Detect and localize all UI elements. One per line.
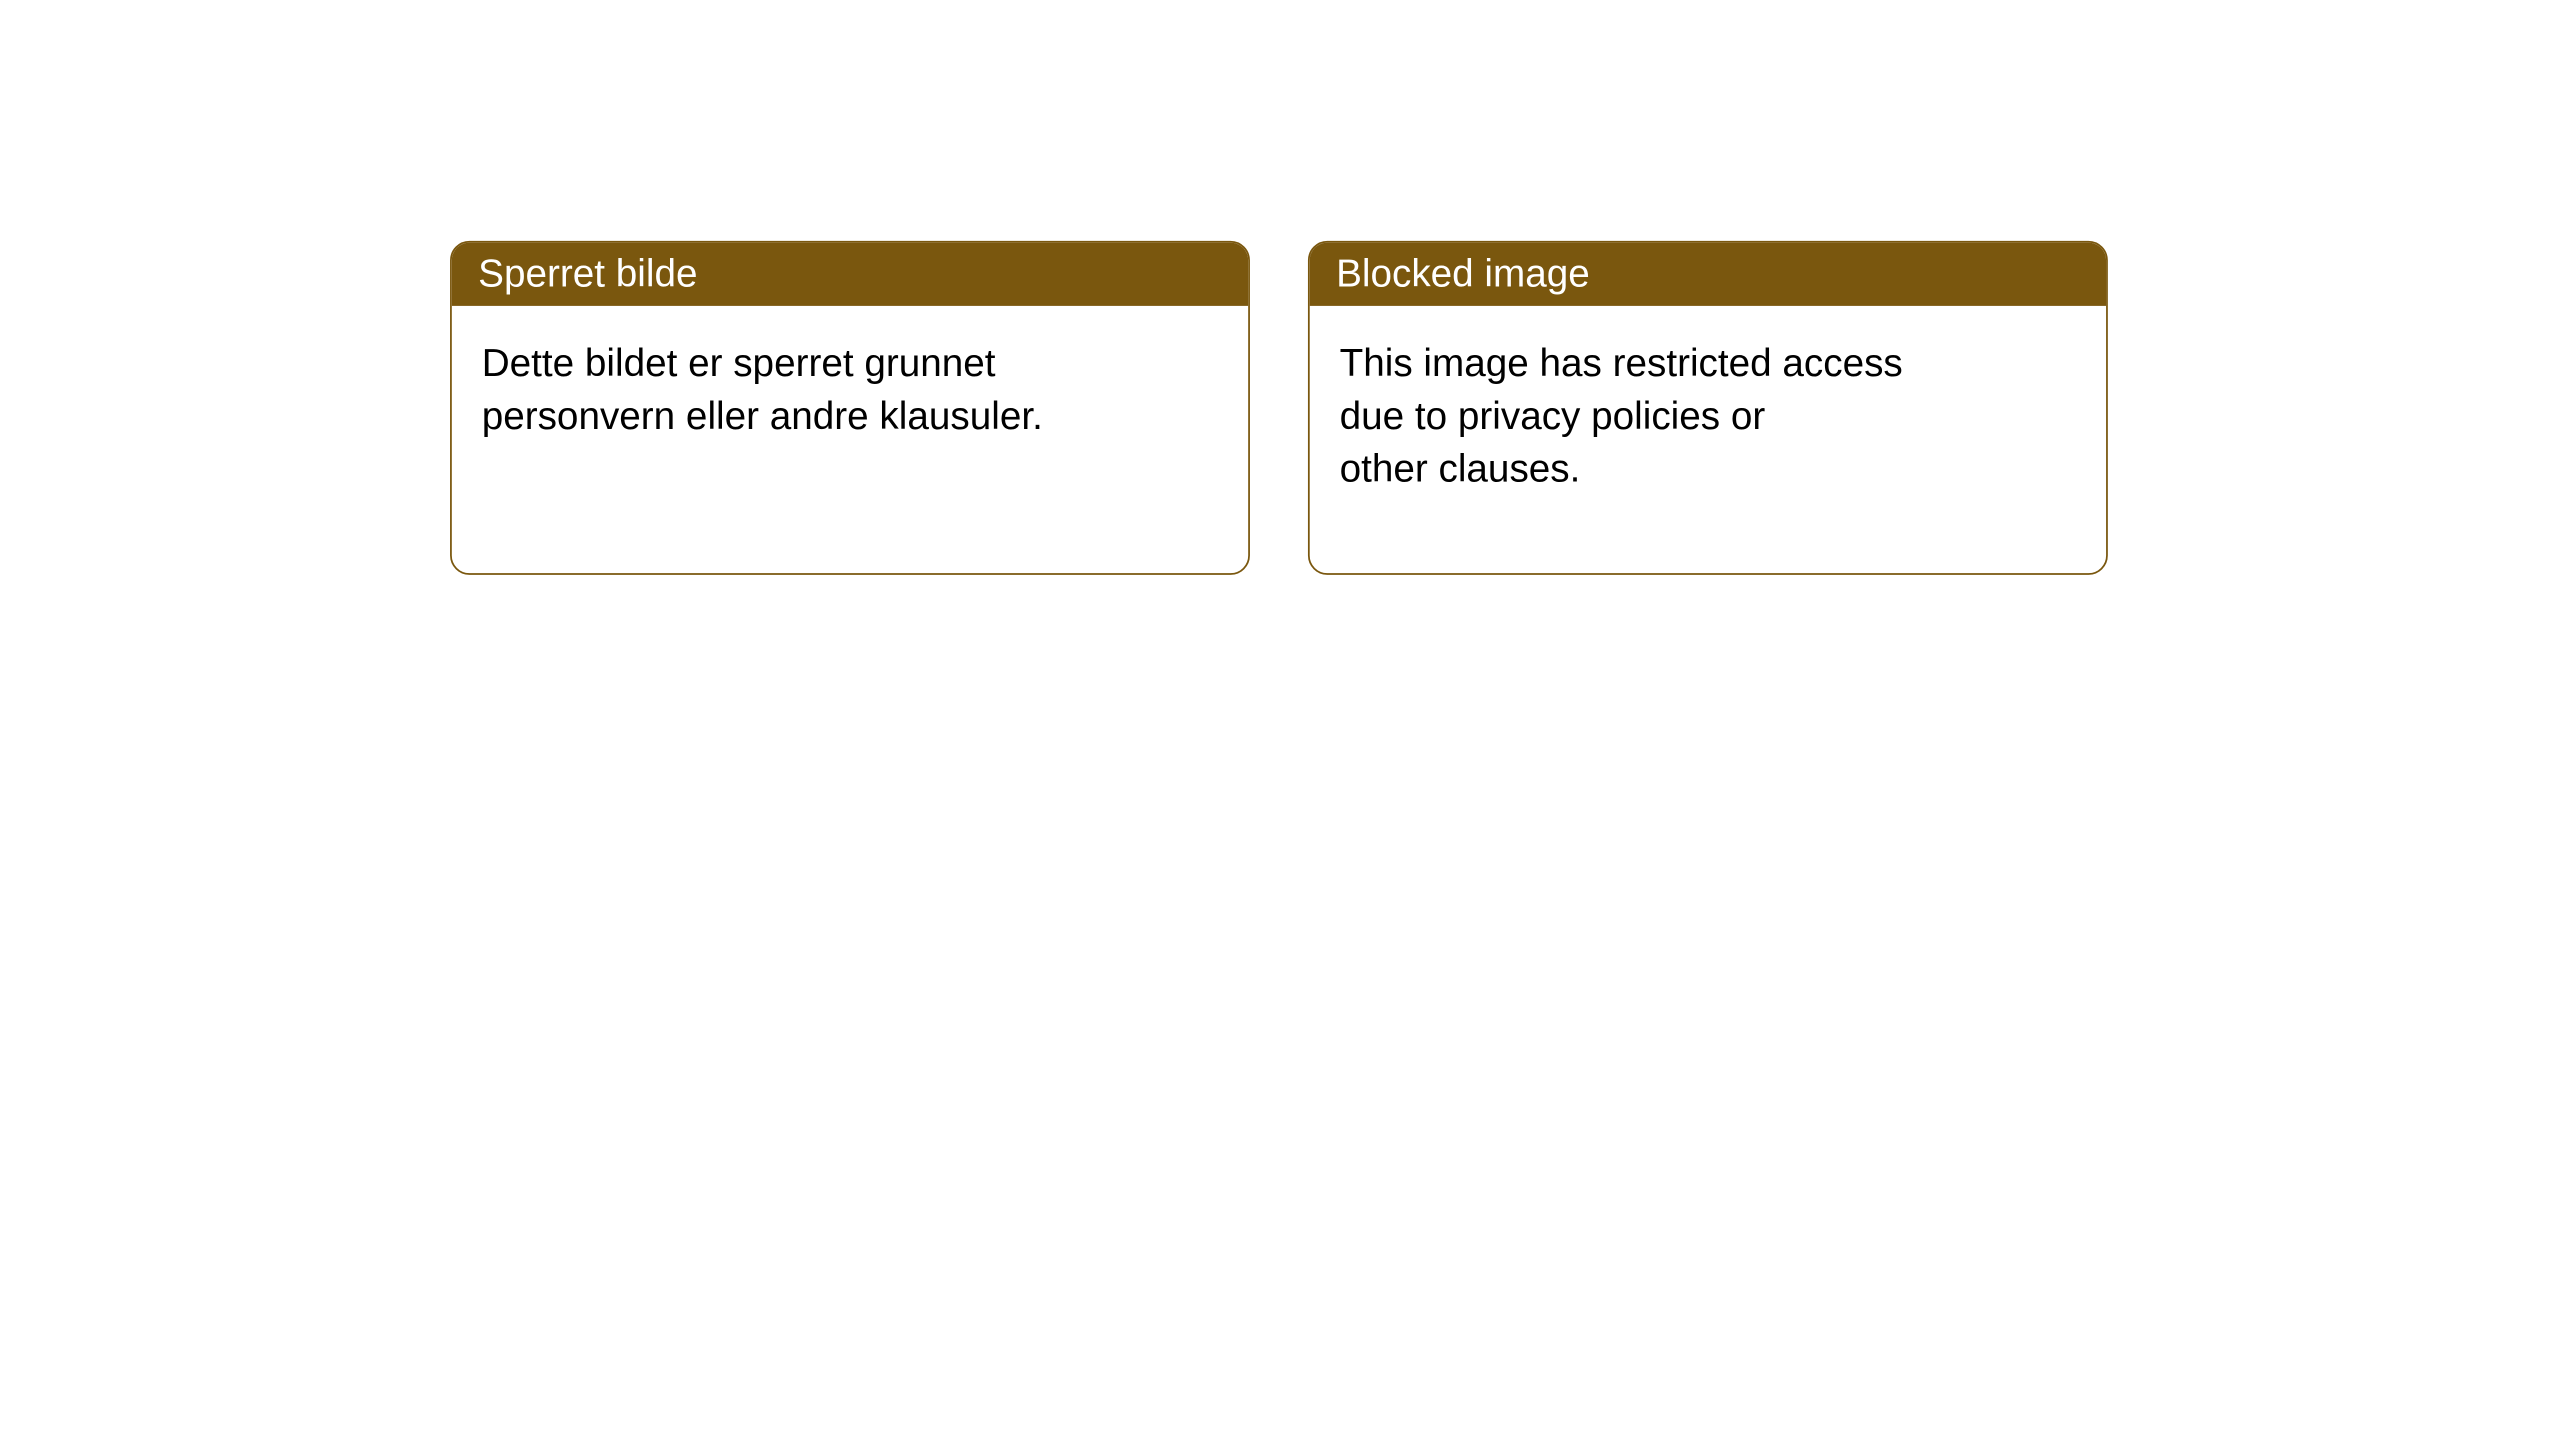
notice-card-no: Sperret bilde Dette bildet er sperret gr… <box>450 241 1250 575</box>
card-title: Blocked image <box>1310 243 2106 307</box>
card-title: Sperret bilde <box>452 243 1248 307</box>
notice-card-en: Blocked image This image has restricted … <box>1308 241 2108 575</box>
notice-container: Sperret bilde Dette bildet er sperret gr… <box>450 241 2108 575</box>
card-body: This image has restricted access due to … <box>1310 306 2106 526</box>
card-body: Dette bildet er sperret grunnet personve… <box>452 306 1248 474</box>
